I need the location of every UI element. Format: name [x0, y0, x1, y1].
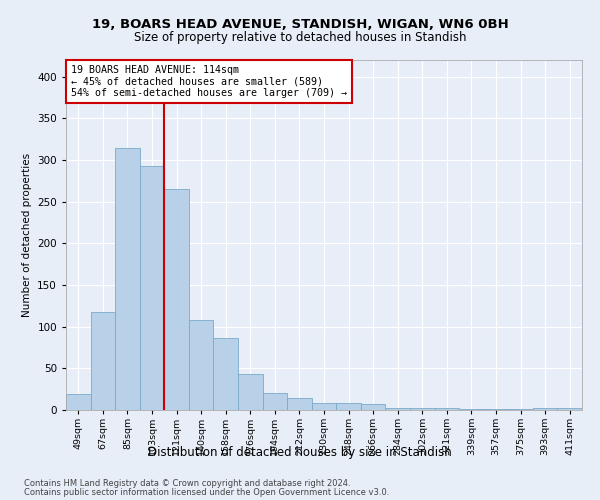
Bar	[140, 166, 164, 410]
Y-axis label: Number of detached properties: Number of detached properties	[22, 153, 32, 317]
Bar	[557, 408, 582, 410]
Bar	[484, 409, 508, 410]
Text: Distribution of detached houses by size in Standish: Distribution of detached houses by size …	[148, 446, 452, 459]
Bar	[385, 408, 410, 410]
Bar	[361, 404, 385, 410]
Bar	[91, 312, 115, 410]
Bar	[434, 408, 459, 410]
Text: Size of property relative to detached houses in Standish: Size of property relative to detached ho…	[134, 31, 466, 44]
Text: Contains public sector information licensed under the Open Government Licence v3: Contains public sector information licen…	[24, 488, 389, 497]
Bar	[164, 189, 189, 410]
Text: Contains HM Land Registry data © Crown copyright and database right 2024.: Contains HM Land Registry data © Crown c…	[24, 479, 350, 488]
Bar	[189, 320, 214, 410]
Text: 19 BOARS HEAD AVENUE: 114sqm
← 45% of detached houses are smaller (589)
54% of s: 19 BOARS HEAD AVENUE: 114sqm ← 45% of de…	[71, 66, 347, 98]
Bar	[459, 409, 484, 410]
Bar	[410, 408, 434, 410]
Bar	[312, 402, 336, 410]
Bar	[66, 394, 91, 410]
Text: 19, BOARS HEAD AVENUE, STANDISH, WIGAN, WN6 0BH: 19, BOARS HEAD AVENUE, STANDISH, WIGAN, …	[92, 18, 508, 30]
Bar	[287, 398, 312, 410]
Bar	[238, 374, 263, 410]
Bar	[115, 148, 140, 410]
Bar	[533, 408, 557, 410]
Bar	[508, 409, 533, 410]
Bar	[263, 392, 287, 410]
Bar	[336, 404, 361, 410]
Bar	[214, 338, 238, 410]
